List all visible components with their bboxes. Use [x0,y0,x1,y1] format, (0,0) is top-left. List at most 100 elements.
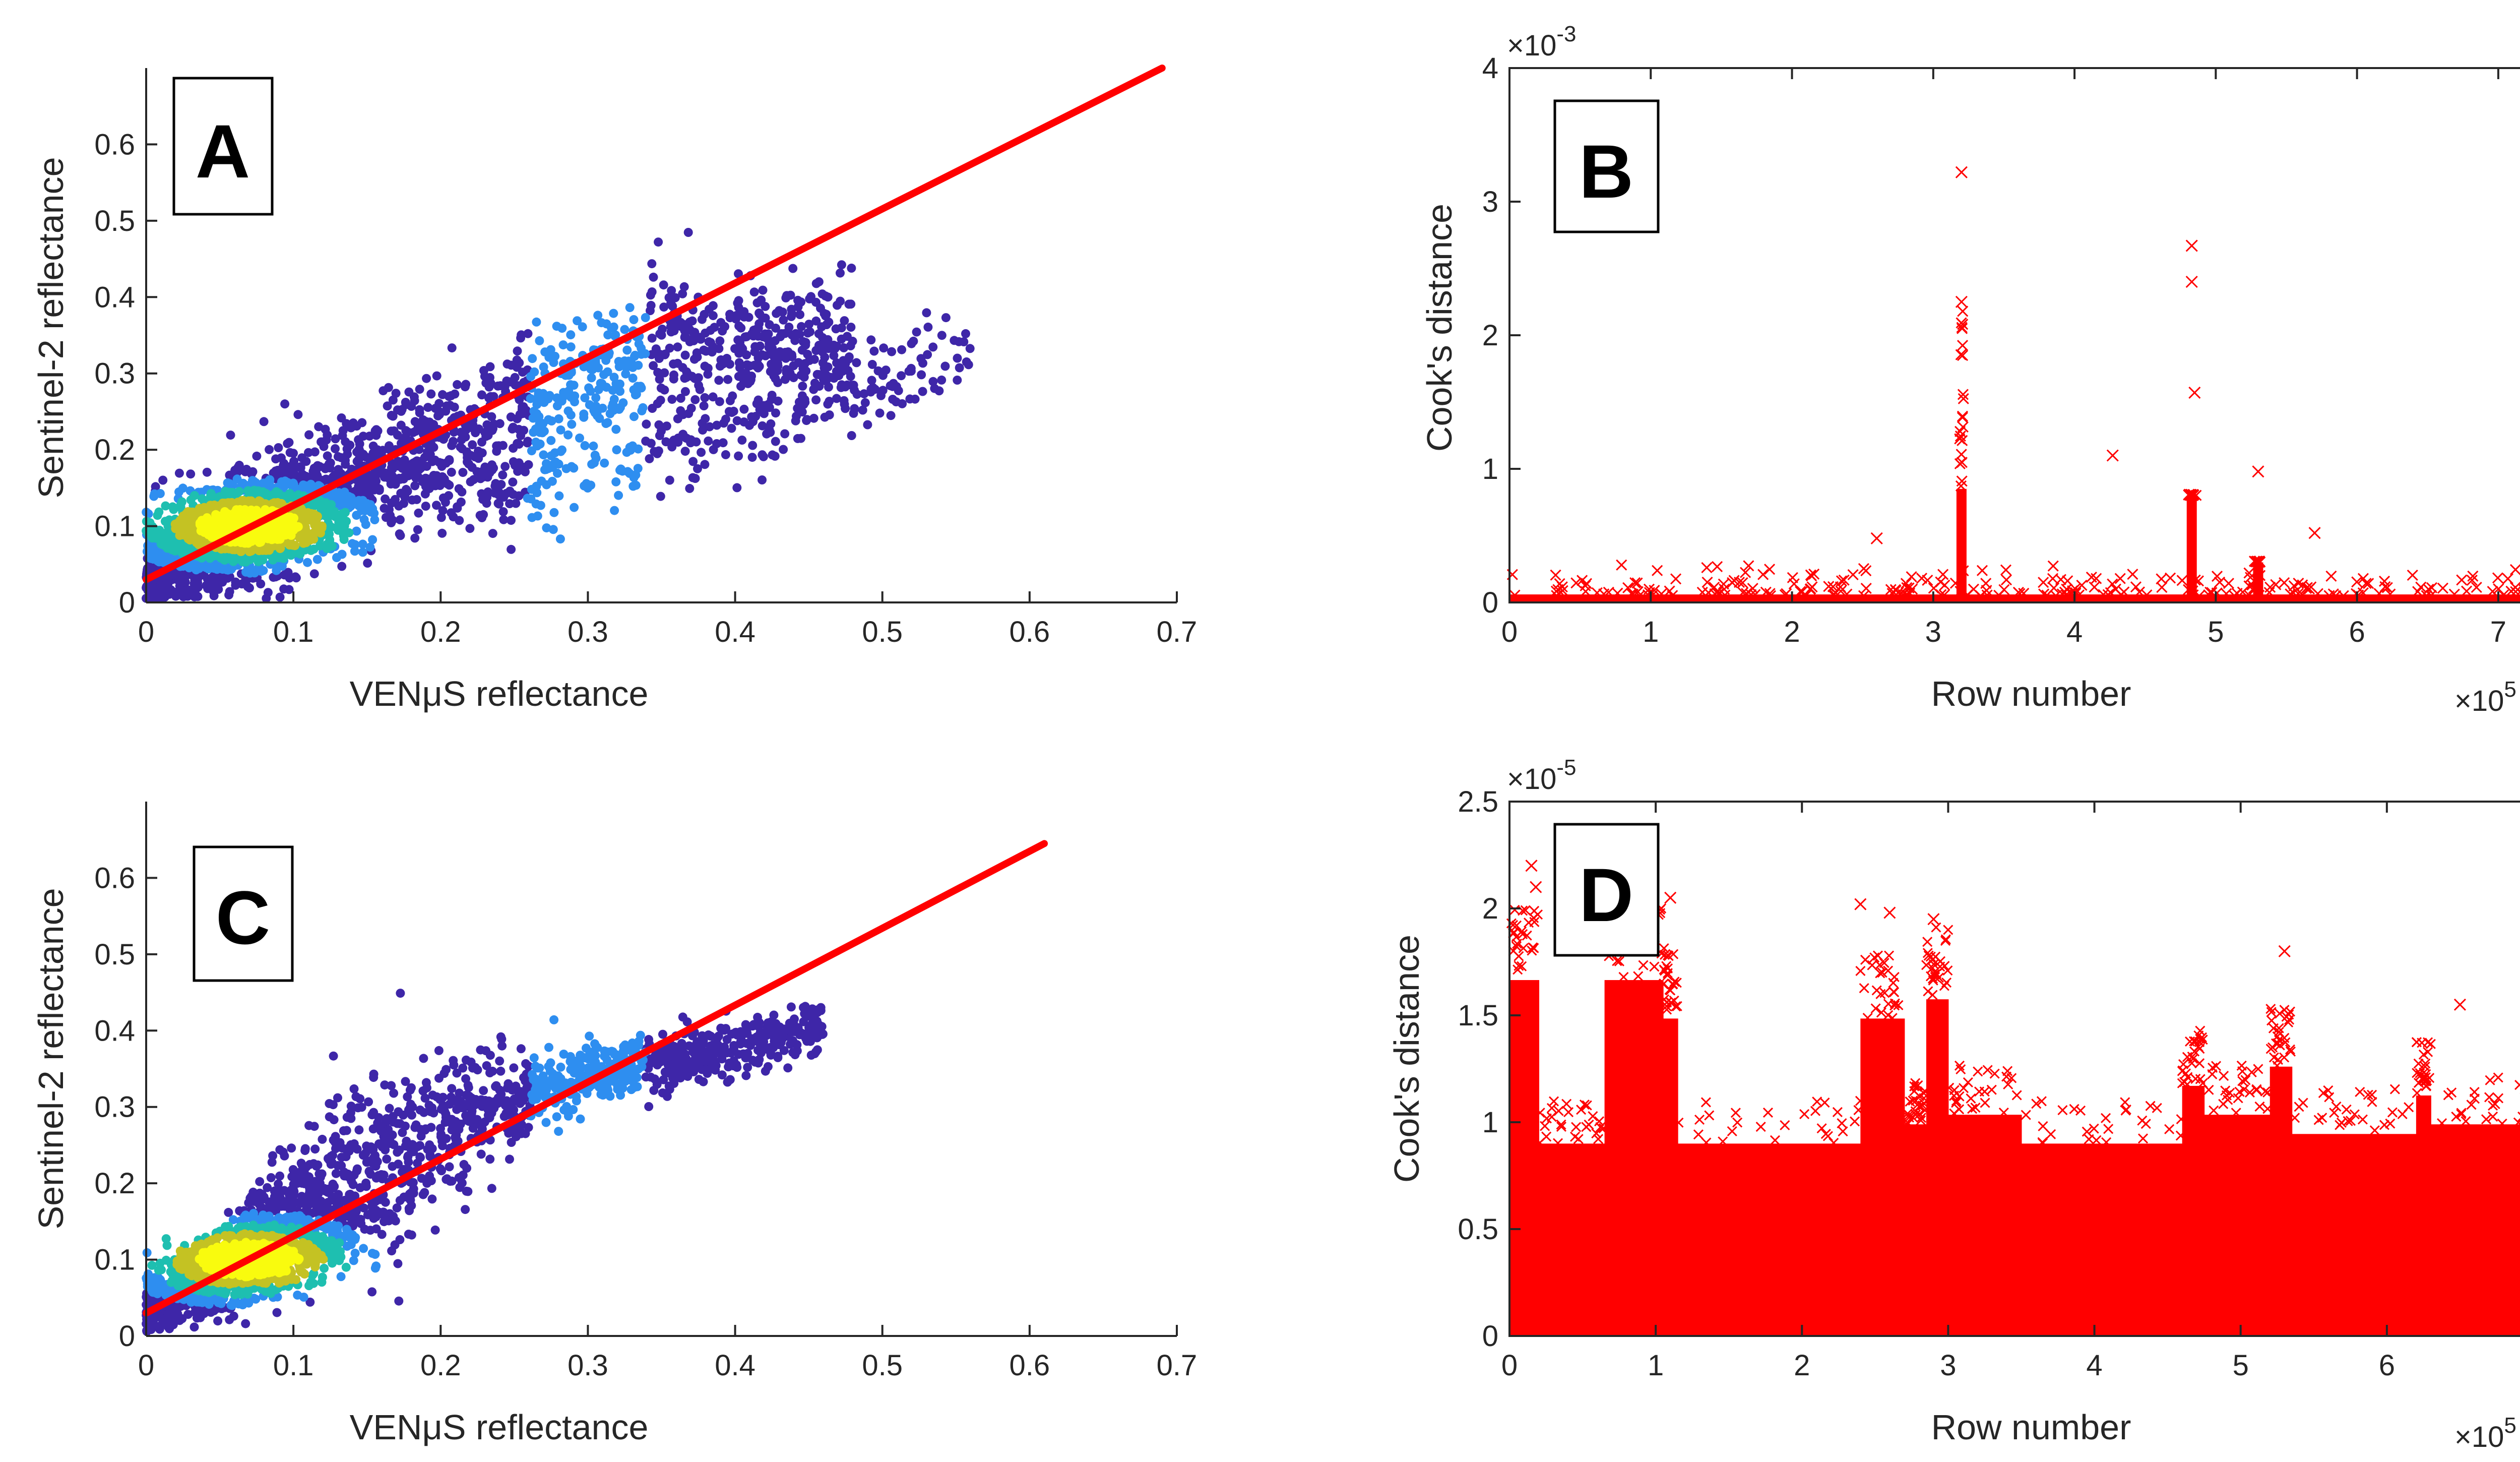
density-point [917,370,926,380]
density-point [768,450,777,460]
density-point [352,511,361,520]
density-point [823,399,833,409]
density-point [149,492,159,501]
density-point [476,1149,486,1159]
x-marker [2188,386,2201,399]
density-point [516,1044,526,1054]
x-tick-label: 0.4 [715,616,755,648]
density-point [304,430,314,440]
density-point [699,345,709,355]
density-point [458,468,468,477]
density-point [654,420,664,430]
density-point [771,437,780,446]
density-point [266,1173,276,1182]
density-point [716,318,726,327]
density-point [664,293,674,302]
density-point [371,1261,381,1271]
density-point [495,419,505,429]
density-point [498,441,508,450]
density-point [700,361,710,371]
density-point [442,1065,451,1074]
x-marker [1956,449,1967,460]
panel-a-scatter-cloud [142,228,975,603]
density-point [780,375,790,384]
density-point [533,511,542,521]
density-point [398,1128,407,1137]
density-point [319,442,329,451]
x-marker [2000,574,2012,586]
density-point [584,362,594,372]
density-point [804,320,814,329]
x-marker [1702,576,1713,588]
density-point [381,1197,390,1207]
density-point [849,408,858,418]
density-point [718,326,727,336]
density-point [529,1053,539,1063]
density-point [688,473,698,482]
density-point [852,358,861,368]
density-point [394,501,404,511]
density-point [859,389,869,399]
density-point [839,343,849,352]
density-point [352,526,361,536]
density-point [680,447,690,456]
density-point [642,419,651,429]
density-point [380,504,389,513]
density-point [680,387,690,396]
density-point [426,389,436,399]
density-point [659,280,668,290]
density-point [805,294,814,303]
density-point [393,431,402,440]
x-marker [2279,577,2290,589]
density-point [700,460,710,469]
density-point [832,358,841,368]
density-point [578,322,587,332]
density-point [358,547,367,557]
density-point [723,1077,732,1087]
y-tick-label: 3 [1482,186,1498,218]
density-point [495,1056,505,1066]
panel-b-x-exponent: ×105 [2454,677,2516,717]
density-point [905,394,915,404]
density-point [811,316,821,326]
density-point [648,404,657,413]
density-point [566,330,576,340]
density-point [535,336,544,345]
density-point [554,414,563,423]
density-point [487,1184,496,1193]
x-tick-label: 4 [2066,616,2083,648]
density-point [449,428,459,437]
density-point [797,345,807,355]
density-point [654,237,663,247]
density-point [723,375,733,384]
density-point [445,456,454,465]
x-marker [2456,574,2468,586]
density-point [381,494,390,504]
x-marker [1763,564,1776,575]
density-point [547,476,557,486]
density-point [923,322,933,332]
density-point [419,1054,428,1063]
density-point [809,385,818,394]
panel-c-scatter-cloud [142,989,828,1336]
density-point [667,395,677,404]
density-point [879,343,889,353]
density-point [837,260,846,270]
density-point [202,581,211,590]
density-point [407,402,416,411]
density-point [283,439,292,448]
density-point [725,310,734,319]
density-point [716,1023,726,1033]
density-point [489,392,498,401]
y-tick-label: 2 [1482,319,1498,352]
y-tick-label: 0 [119,586,135,619]
density-point [385,1104,394,1113]
density-point [174,468,184,478]
density-point [614,491,623,500]
density-point [858,405,867,415]
density-point [508,477,518,487]
x-marker [2110,583,2121,595]
density-point [563,430,573,440]
density-point [600,1051,609,1061]
x-marker [2106,449,2119,462]
